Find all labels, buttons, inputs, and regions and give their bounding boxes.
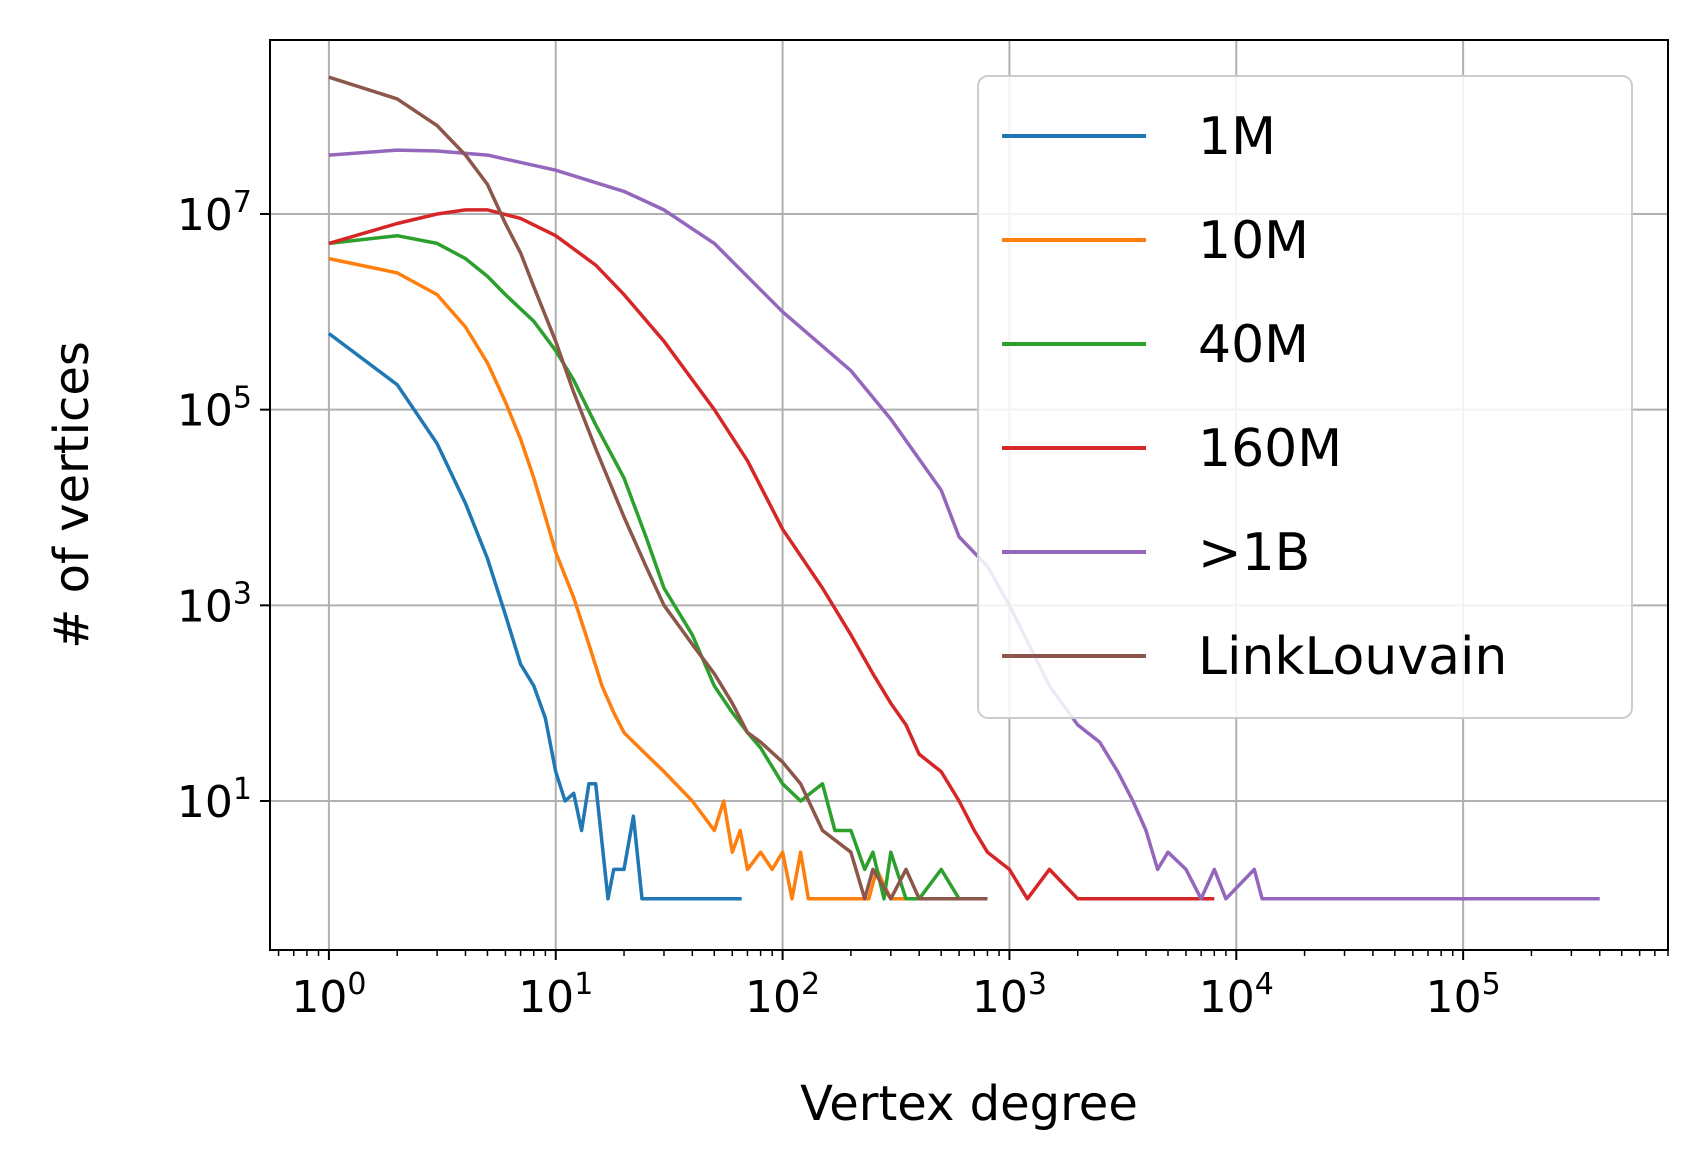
legend: 1M 10M 40M 160M >1B LinkLouvain [977,75,1633,719]
y-tick-label: 101 [177,772,252,828]
y-tick-label: 103 [177,576,252,632]
x-axis-label: Vertex degree [800,1076,1138,1132]
legend-label-4: >1B [1198,523,1310,583]
x-tick-label: 101 [518,967,593,1023]
legend-label-1: 10M [1198,211,1309,271]
plot-area-frame [269,39,1669,951]
y-tick-label: 107 [177,185,252,241]
legend-box [977,75,1633,719]
y-tick-label: 105 [177,381,252,437]
x-tick-label: 102 [745,967,820,1023]
series-line-2 [328,233,988,901]
x-tick-label: 100 [291,967,366,1023]
series-line-3 [328,208,1215,901]
legend-label-3: 160M [1198,419,1342,479]
x-tick-label: 105 [1426,967,1501,1023]
legend-label-2: 40M [1198,315,1309,375]
legend-label-0: 1M [1198,107,1276,167]
series-line-5 [328,75,988,901]
x-tick-label: 103 [972,967,1047,1023]
y-axis-label: # of vertices [44,341,100,649]
axis-ticks: 100 101 102 103 104 105 101 103 105 107 [177,185,1669,1023]
legend-label-5: LinkLouvain [1198,627,1507,687]
x-tick-label: 104 [1199,967,1274,1023]
series-line-1 [328,256,942,901]
series-line-0 [327,332,742,901]
